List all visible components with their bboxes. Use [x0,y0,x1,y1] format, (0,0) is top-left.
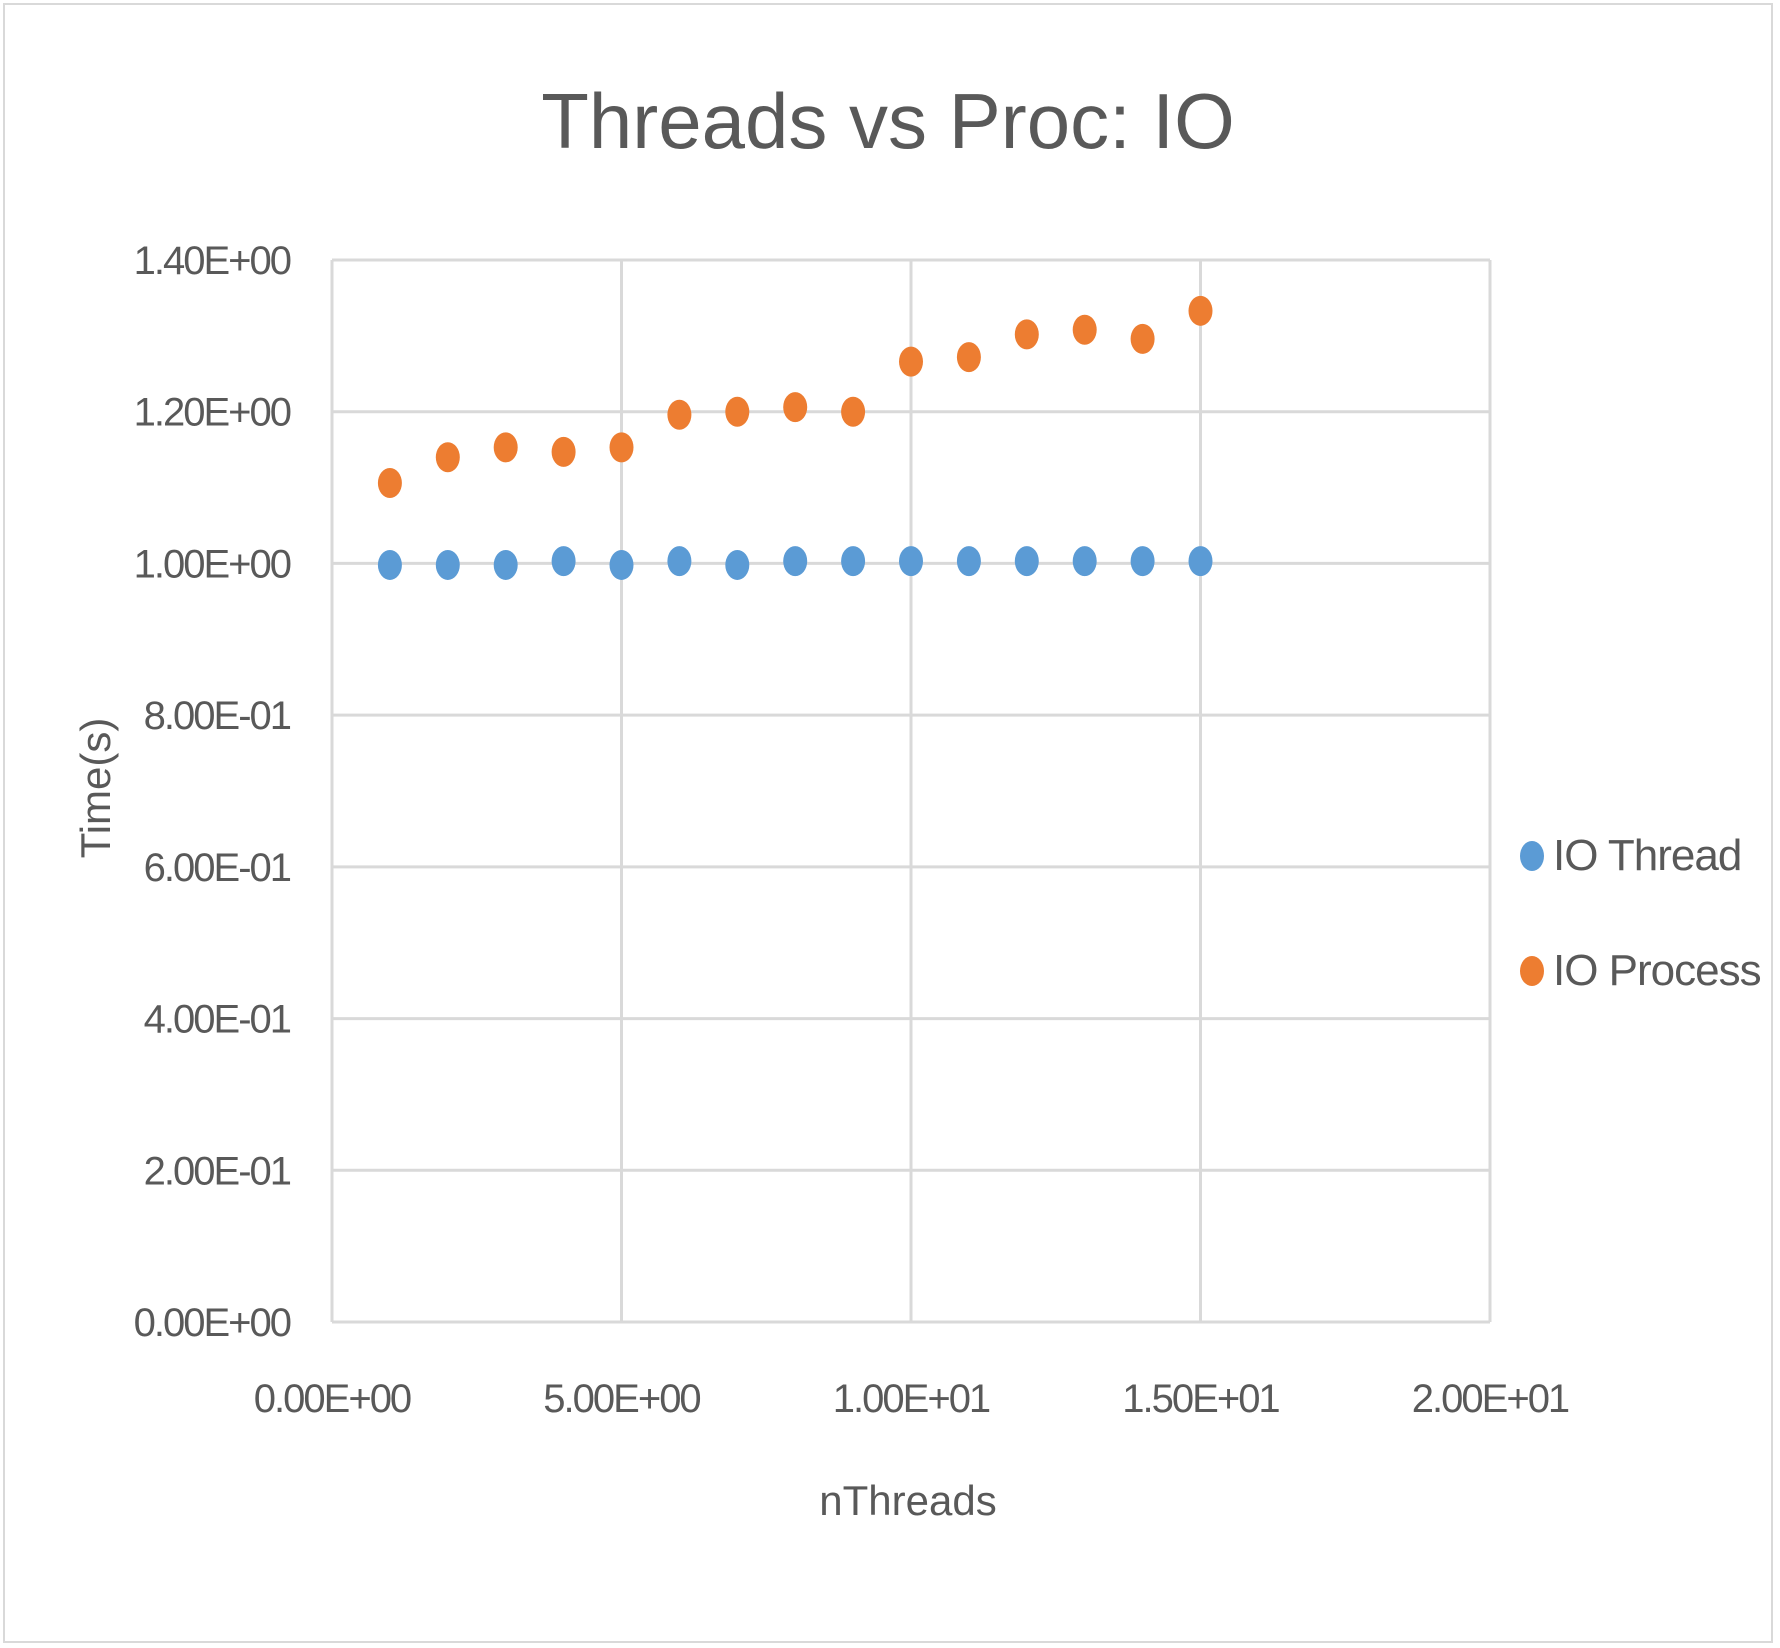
x-axis-tick-labels: 0.00E+00 5.00E+00 1.00E+01 1.50E+01 2.00E+01 [254,1377,1571,1421]
data-point [377,549,402,580]
data-point [956,342,981,373]
y-tick-label: 0.00E+00 [134,1301,291,1345]
y-axis-title: Time(s) [72,718,119,859]
data-point [725,549,750,580]
data-point [783,392,808,423]
data-point [377,468,402,499]
data-point [1014,546,1039,577]
chart-frame [3,3,1773,1643]
y-tick-label: 6.00E-01 [144,846,291,890]
legend-label: IO Thread [1553,831,1741,880]
x-tick-label: 1.00E+01 [833,1377,990,1421]
x-tick-label: 2.00E+01 [1412,1377,1569,1421]
legend-marker [1520,956,1544,986]
data-point [609,432,634,463]
grid-lines [330,258,1492,1324]
data-point [667,546,692,577]
x-axis-title: nThreads [819,1477,996,1524]
data-point [899,546,923,577]
x-tick-label: 1.50E+01 [1122,1377,1279,1421]
data-point [493,549,518,580]
data-point [493,432,518,463]
data-point [609,549,634,580]
legend-label: IO Process [1553,946,1761,995]
chart-title: Threads vs Proc: IO [541,77,1235,165]
y-tick-label: 2.00E-01 [144,1149,291,1193]
data-point [1014,319,1039,350]
data-point [551,546,576,577]
data-point [1130,323,1155,354]
x-tick-label: 5.00E+00 [543,1377,700,1421]
data-point [551,436,576,467]
data-point [841,396,866,427]
y-tick-label: 1.00E+00 [134,542,291,586]
data-point [1072,314,1097,345]
y-tick-label: 4.00E-01 [144,998,291,1042]
data-point [783,546,808,577]
series-1 [377,295,1213,499]
data-point [841,546,866,577]
x-tick-label: 0.00E+00 [254,1377,411,1421]
legend-marker [1520,841,1544,871]
data-points [377,295,1213,580]
y-tick-label: 1.20E+00 [134,391,291,435]
data-point [725,396,750,427]
legend: IO Thread IO Process [1520,831,1762,995]
data-point [899,346,923,377]
data-point [435,442,460,473]
data-point [1188,295,1213,326]
data-point [435,549,460,580]
data-point [667,399,692,430]
data-point [956,546,981,577]
data-point [1130,546,1155,577]
y-tick-label: 1.40E+00 [134,239,291,283]
data-point [1188,546,1213,577]
data-point [1072,546,1097,577]
series-0 [377,546,1213,580]
y-axis-tick-labels: 0.00E+00 2.00E-01 4.00E-01 6.00E-01 8.00E-01… [134,239,293,1345]
y-tick-label: 8.00E-01 [144,694,291,738]
